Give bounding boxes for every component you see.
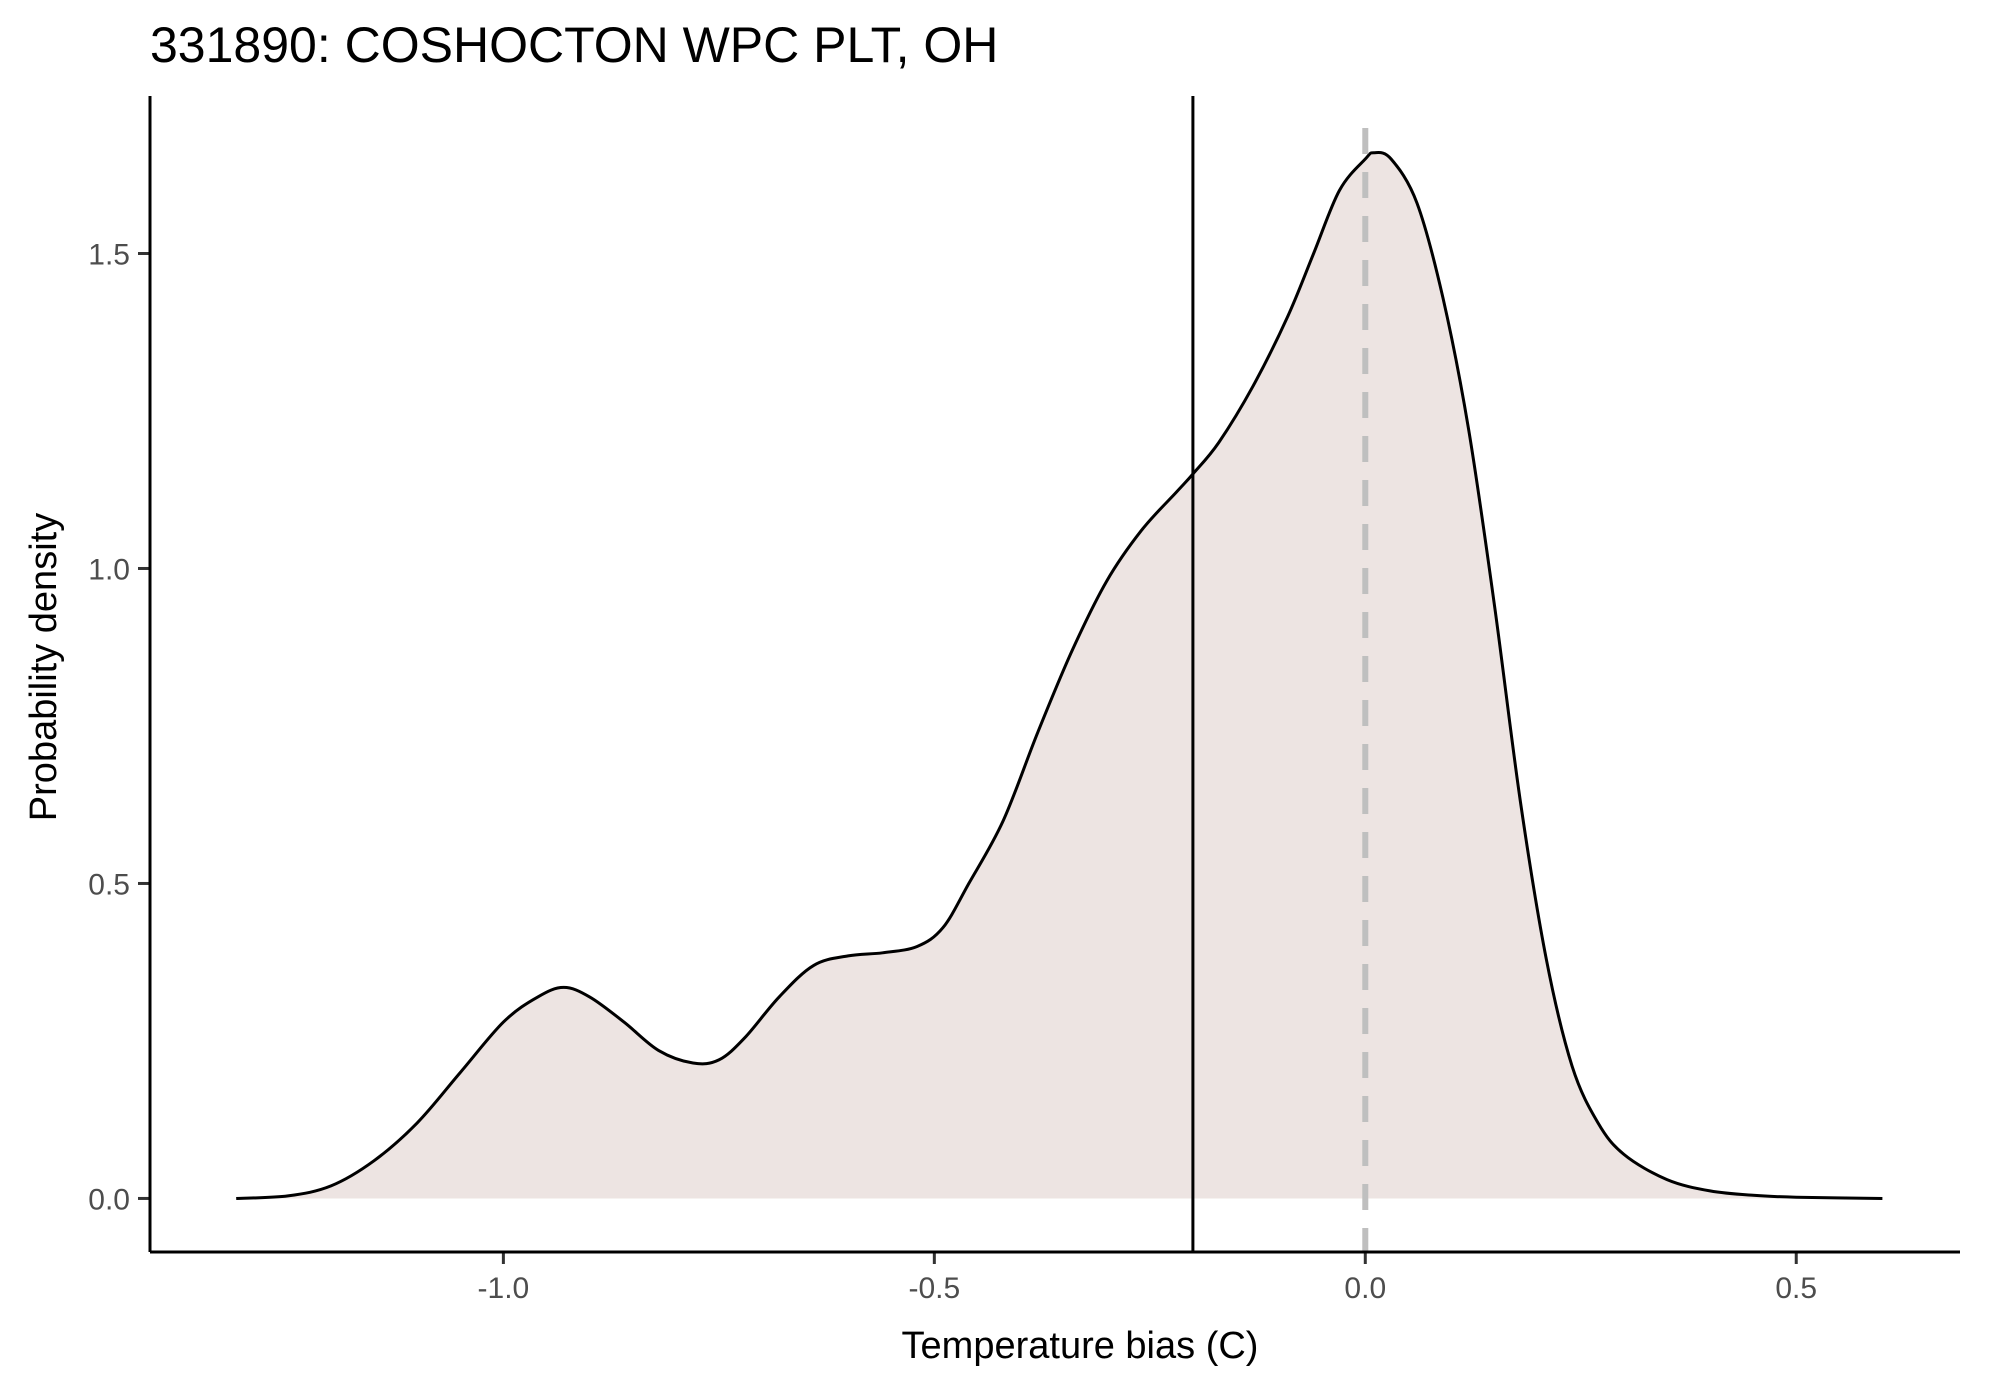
x-axis-ticks: -1.0 -0.5 0.0 0.5 [478,1252,1817,1305]
x-tick-label: 0.5 [1775,1272,1817,1305]
y-tick-label: 0.5 [88,868,130,901]
density-line [236,150,1883,1200]
plot-area [236,96,1883,1252]
x-axis-title: Temperature bias (C) [902,1325,1259,1367]
y-tick-label: 0.0 [88,1183,130,1216]
y-axis-title: Probability density [23,513,65,821]
y-axis-ticks: 0.0 0.5 1.0 1.5 [88,238,150,1216]
x-tick-label: -0.5 [908,1272,960,1305]
y-tick-label: 1.5 [88,238,130,271]
x-tick-label: 0.0 [1344,1272,1386,1305]
x-tick-label: -1.0 [478,1272,530,1305]
chart-title: 331890: COSHOCTON WPC PLT, OH [150,17,998,73]
y-tick-label: 1.0 [88,553,130,586]
density-area [236,152,1883,1199]
